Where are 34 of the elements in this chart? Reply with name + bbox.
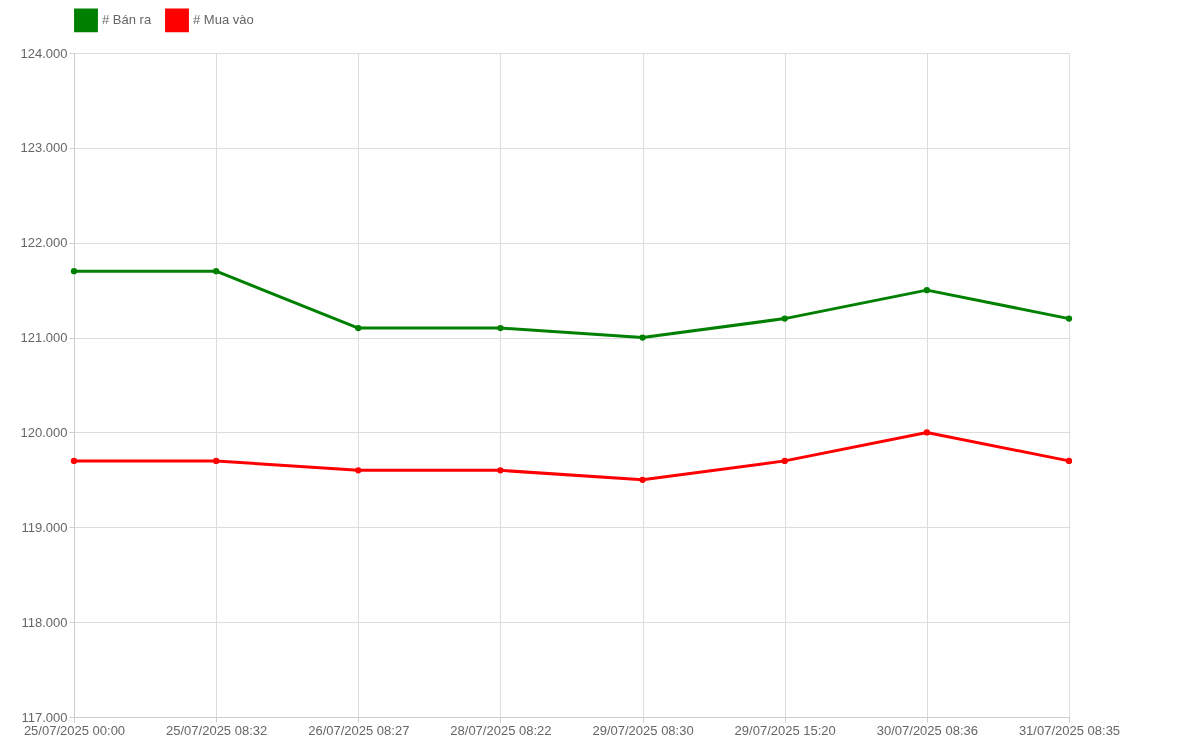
point: [639, 476, 646, 484]
y-tick-label: 119.000: [21, 519, 68, 535]
point: [1065, 457, 1073, 465]
x-tick-label: 31/07/2025 08:35: [1018, 722, 1121, 738]
y-tick-label: 117.000: [21, 709, 68, 725]
x-tick-label: 29/07/2025 08:30: [592, 722, 694, 738]
point: [923, 429, 931, 436]
x-tick-label: 26/07/2025 08:27: [308, 722, 410, 738]
point: [70, 268, 78, 275]
point: [1065, 315, 1073, 322]
point: [497, 467, 504, 474]
y-tick-label: 121.000: [20, 330, 68, 346]
point: [212, 457, 220, 465]
legend-label: # Bán ra: [102, 12, 152, 28]
point: [355, 467, 362, 474]
point: [781, 315, 788, 322]
point: [497, 324, 504, 332]
x-tick-label: 30/07/2025 08:36: [876, 722, 978, 738]
y-tick-label: 124.000: [20, 45, 68, 61]
y-tick-label: 120.000: [20, 424, 68, 440]
y-tick-label: 123.000: [20, 140, 68, 156]
x-tick-label: 29/07/2025 15:20: [734, 722, 836, 738]
x-tick-label: 25/07/2025 00:00: [23, 722, 126, 738]
point: [639, 334, 646, 341]
point: [212, 268, 220, 275]
x-tick-label: 25/07/2025 08:32: [166, 722, 268, 738]
x-tick-label: 28/07/2025 08:22: [450, 722, 552, 738]
point: [781, 457, 788, 465]
y-tick-label: 118.000: [21, 614, 68, 630]
legend-label: # Mua vào: [193, 12, 254, 28]
point: [70, 457, 78, 465]
point: [355, 324, 362, 332]
y-tick-label: 122.000: [20, 235, 68, 251]
point: [923, 286, 931, 294]
